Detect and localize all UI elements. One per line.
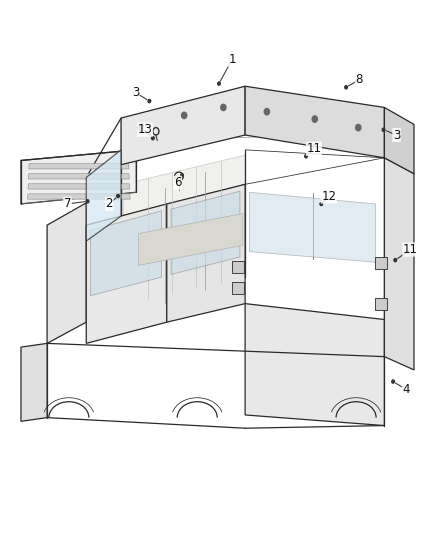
Text: 11: 11 (306, 142, 321, 155)
Polygon shape (385, 108, 414, 174)
Polygon shape (121, 86, 245, 165)
Bar (232, 282, 244, 294)
Text: 3: 3 (132, 86, 139, 99)
Bar (375, 298, 387, 310)
Polygon shape (167, 184, 245, 322)
Polygon shape (91, 211, 162, 296)
Polygon shape (385, 158, 414, 370)
Polygon shape (28, 194, 130, 199)
Polygon shape (47, 203, 86, 343)
Circle shape (264, 109, 269, 115)
Polygon shape (28, 174, 129, 179)
Text: 13: 13 (138, 123, 152, 136)
Bar (375, 257, 387, 269)
Text: 12: 12 (321, 190, 336, 203)
Text: 4: 4 (403, 383, 410, 396)
Polygon shape (28, 184, 130, 189)
Circle shape (312, 116, 318, 122)
Text: 1: 1 (228, 53, 236, 66)
Circle shape (305, 155, 307, 158)
Text: 8: 8 (356, 74, 363, 86)
Circle shape (345, 86, 347, 89)
Text: 7: 7 (64, 197, 71, 211)
Text: 2: 2 (106, 197, 113, 211)
Text: 3: 3 (393, 128, 400, 141)
Polygon shape (86, 150, 121, 241)
Polygon shape (21, 343, 47, 421)
Circle shape (394, 259, 396, 262)
Circle shape (218, 82, 220, 85)
Polygon shape (86, 204, 167, 343)
Circle shape (392, 380, 394, 383)
Circle shape (181, 174, 184, 177)
Circle shape (152, 136, 154, 140)
Polygon shape (29, 164, 129, 169)
Polygon shape (250, 192, 376, 262)
Text: 11: 11 (403, 243, 418, 256)
Circle shape (86, 200, 89, 203)
Bar (232, 261, 244, 273)
Polygon shape (245, 304, 385, 425)
Polygon shape (245, 86, 385, 158)
Circle shape (221, 104, 226, 111)
Circle shape (138, 124, 143, 131)
Circle shape (356, 124, 361, 131)
Polygon shape (138, 214, 243, 265)
Circle shape (320, 203, 322, 206)
Circle shape (148, 100, 151, 103)
Text: 6: 6 (174, 176, 181, 189)
Circle shape (182, 112, 187, 118)
Polygon shape (21, 150, 136, 204)
Polygon shape (123, 155, 245, 305)
Circle shape (382, 128, 385, 131)
Polygon shape (171, 191, 240, 274)
Circle shape (117, 195, 119, 198)
